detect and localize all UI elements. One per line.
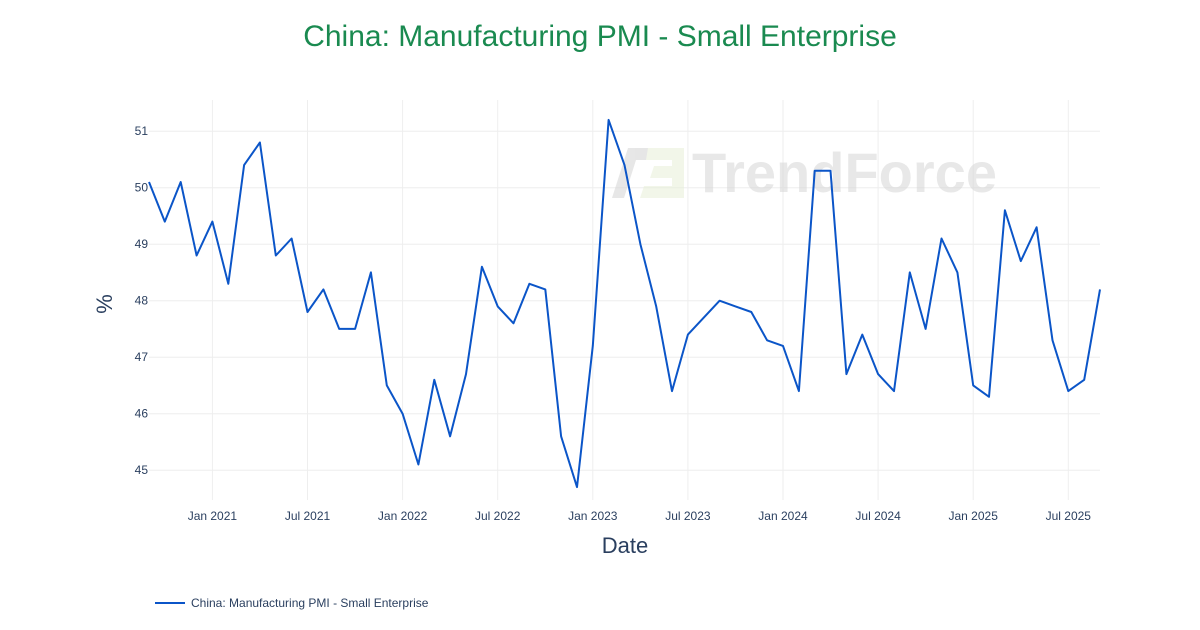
x-tick-label: Jan 2022 [378, 509, 428, 523]
trendforce-watermark: TrendForce [612, 141, 997, 204]
x-tick-label: Jul 2025 [1046, 509, 1092, 523]
gridlines [149, 100, 1100, 500]
y-tick-label: 46 [135, 407, 149, 421]
x-axis-title: Date [602, 533, 648, 558]
y-tick-label: 50 [135, 181, 149, 195]
x-tick-label: Jul 2022 [475, 509, 521, 523]
x-tick-label: Jul 2021 [285, 509, 331, 523]
y-axis-title: % [92, 294, 117, 314]
x-tick-label: Jul 2024 [855, 509, 901, 523]
x-tick-label: Jan 2021 [188, 509, 238, 523]
y-tick-label: 49 [135, 237, 149, 251]
legend[interactable]: China: Manufacturing PMI - Small Enterpr… [155, 596, 428, 610]
y-tick-label: 48 [135, 294, 149, 308]
y-tick-label: 51 [135, 124, 149, 138]
x-tick-label: Jul 2023 [665, 509, 711, 523]
y-axis-ticks: 45 46 47 48 49 50 51 [135, 124, 149, 477]
y-tick-label: 45 [135, 463, 149, 477]
pmi-line [148, 118, 1101, 489]
watermark-text: TrendForce [692, 141, 997, 204]
trendforce-logo-icon [612, 148, 684, 198]
legend-line-swatch-icon [155, 602, 185, 604]
x-tick-label: Jan 2023 [568, 509, 618, 523]
chart-title: China: Manufacturing PMI - Small Enterpr… [303, 20, 897, 53]
legend-label: China: Manufacturing PMI - Small Enterpr… [191, 596, 429, 610]
y-tick-label: 47 [135, 350, 149, 364]
x-tick-label: Jan 2024 [758, 509, 808, 523]
x-axis-ticks: Jan 2021 Jul 2021 Jan 2022 Jul 2022 Jan 2023… [188, 509, 1092, 523]
x-tick-label: Jan 2025 [949, 509, 999, 523]
